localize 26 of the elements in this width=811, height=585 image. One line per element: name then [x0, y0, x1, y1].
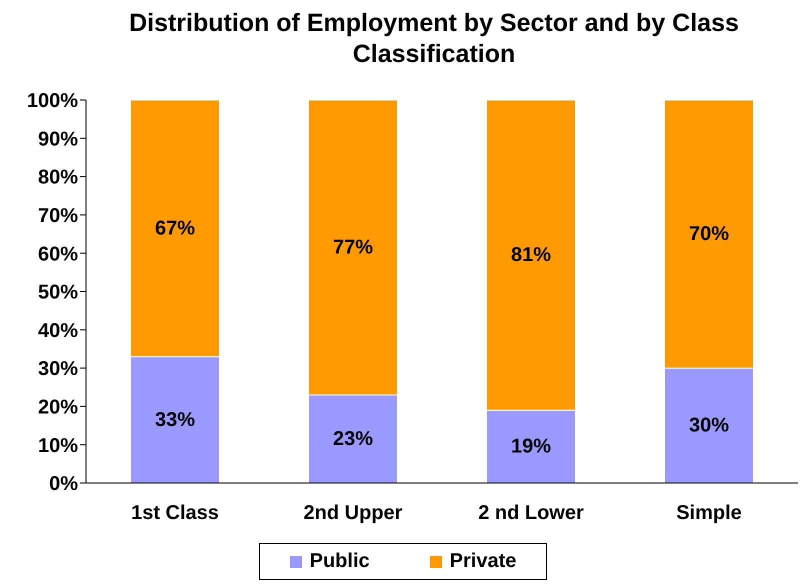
- data-label: 77%: [332, 236, 374, 258]
- y-tick-label: 80%: [38, 166, 78, 189]
- y-tick-label: 90%: [38, 128, 78, 150]
- legend-label: Public: [308, 550, 370, 573]
- data-label: 70%: [688, 223, 730, 246]
- y-tick-label: 20%: [38, 396, 78, 418]
- y-tick-label: 30%: [38, 358, 78, 380]
- x-tick-label: Simple: [676, 502, 742, 524]
- data-label: 67%: [154, 217, 196, 240]
- data-label: 81%: [510, 244, 552, 266]
- x-tick-label: 1st Class: [131, 502, 219, 524]
- legend-label: Private: [448, 550, 516, 573]
- y-tick-label: 50%: [38, 282, 78, 304]
- y-tick-label: 60%: [38, 243, 78, 266]
- x-tick-label: 2nd Upper: [304, 502, 403, 524]
- y-tick-label: 100%: [26, 90, 78, 112]
- y-tick-label: 70%: [38, 205, 78, 227]
- y-tick-label: 0%: [49, 473, 78, 496]
- chart-title: Distribution of Employment by Sector and by Class Classification: [128, 8, 740, 70]
- data-label: 33%: [154, 408, 196, 431]
- y-tick-label: 10%: [38, 434, 78, 457]
- data-label: 19%: [510, 436, 552, 458]
- data-label: 23%: [332, 428, 374, 450]
- x-tick-label: 2 nd Lower: [478, 502, 584, 524]
- y-tick-label: 40%: [38, 320, 78, 342]
- data-label: 30%: [688, 414, 730, 437]
